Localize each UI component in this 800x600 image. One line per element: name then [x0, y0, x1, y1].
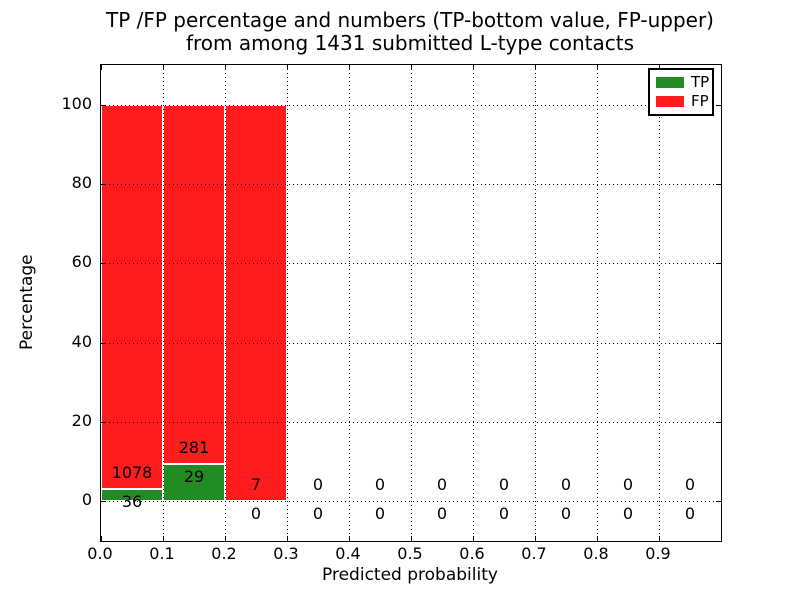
x-tick-label: 0.7	[521, 544, 547, 563]
fp-count-label: 0	[560, 475, 572, 495]
y-tick-mark-right	[716, 104, 721, 106]
x-tick-mark-bottom	[225, 536, 226, 541]
x-tick-mark-bottom	[597, 536, 598, 541]
x-tick-mark-bottom	[535, 536, 536, 541]
x-tick-mark-top	[659, 65, 660, 70]
chart-title: TP /FP percentage and numbers (TP-bottom…	[100, 9, 720, 55]
y-tick-mark-right	[716, 501, 721, 503]
gridline-vertical	[659, 65, 660, 541]
y-tick-mark-right	[716, 422, 721, 423]
y-tick-mark-left	[101, 263, 106, 265]
tp-swatch-icon	[656, 77, 684, 88]
x-tick-mark-top	[101, 65, 102, 70]
fp-count-label: 0	[436, 475, 448, 495]
plot-area: 1078 36 281 29 7 0 0 0 0 0 0 0 0 0 0 0 0 0 0 0	[100, 64, 722, 542]
tp-count-label: 29	[183, 467, 205, 487]
bar-fp-segment	[163, 104, 225, 465]
gridline-vertical	[535, 65, 536, 541]
x-tick-label: 0.0	[87, 544, 113, 563]
legend-entry-tp: TP	[656, 73, 712, 92]
tp-count-label: 0	[312, 504, 324, 524]
gridline-vertical	[287, 65, 288, 541]
x-tick-mark-bottom	[163, 536, 164, 541]
tp-count-label: 36	[121, 491, 143, 511]
tp-count-label: 0	[560, 504, 572, 524]
x-tick-label: 0.5	[397, 544, 423, 563]
tp-count-label: 0	[622, 504, 634, 524]
x-tick-mark-top	[597, 65, 598, 70]
gridline-vertical	[163, 65, 164, 541]
x-tick-label: 0.3	[273, 544, 299, 563]
y-tick-mark-right	[716, 342, 721, 344]
y-tick-mark-left	[101, 342, 106, 344]
y-tick-label: 0	[81, 490, 92, 510]
legend-label: FP	[691, 92, 709, 110]
fp-swatch-icon	[656, 96, 684, 107]
fp-count-label: 0	[312, 475, 324, 495]
legend: TP FP	[648, 68, 714, 116]
x-tick-mark-bottom	[101, 536, 102, 541]
tp-count-label: 0	[498, 504, 510, 524]
x-tick-label: 0.8	[583, 544, 609, 563]
chart-title-line1: TP /FP percentage and numbers (TP-bottom…	[106, 8, 714, 32]
tp-count-label: 0	[374, 504, 386, 524]
gridline-vertical	[473, 65, 474, 541]
x-tick-mark-top	[535, 65, 536, 70]
chart-title-line2: from among 1431 submitted L-type contact…	[185, 31, 635, 55]
tp-count-label: 0	[684, 504, 696, 524]
y-tick-mark-left	[101, 184, 106, 185]
y-tick-mark-right	[716, 184, 721, 185]
x-tick-mark-top	[411, 65, 412, 70]
x-tick-label: 0.6	[459, 544, 485, 563]
fp-count-label: 0	[374, 475, 386, 495]
y-tick-label: 80	[71, 173, 92, 192]
y-tick-label: 60	[71, 252, 92, 272]
gridline-vertical	[225, 65, 226, 541]
x-tick-mark-top	[473, 65, 474, 70]
y-tick-mark-right	[716, 263, 721, 265]
tp-count-label: 0	[250, 504, 262, 524]
x-tick-label: 0.2	[211, 544, 237, 563]
x-axis-label: Predicted probability	[322, 565, 498, 585]
bar-fp-segment	[225, 104, 287, 502]
tp-count-label: 0	[436, 504, 448, 524]
gridline-vertical	[411, 65, 412, 541]
y-tick-label: 100	[61, 93, 92, 113]
fp-count-label: 0	[622, 475, 634, 495]
x-tick-mark-bottom	[411, 536, 412, 541]
x-tick-mark-top	[287, 65, 288, 70]
bar-tp-segment	[163, 464, 225, 502]
fp-count-label: 1078	[111, 462, 153, 482]
x-tick-mark-bottom	[473, 536, 474, 541]
gridline-vertical	[349, 65, 350, 541]
y-tick-mark-left	[101, 501, 106, 503]
y-axis-label: Percentage	[17, 254, 37, 350]
x-tick-label: 0.9	[645, 544, 671, 563]
x-tick-mark-bottom	[287, 536, 288, 541]
fp-count-label: 281	[178, 438, 210, 458]
x-tick-mark-bottom	[349, 536, 350, 541]
y-tick-label: 40	[71, 331, 92, 351]
fp-count-label: 7	[250, 475, 262, 495]
y-tick-mark-left	[101, 104, 106, 106]
y-tick-label: 20	[71, 411, 92, 430]
bar-fp-segment	[101, 104, 163, 489]
legend-label: TP	[691, 73, 710, 91]
bar-tp-segment	[101, 488, 163, 502]
gridline-vertical	[597, 65, 598, 541]
x-tick-mark-top	[349, 65, 350, 70]
fp-count-label: 0	[684, 475, 696, 495]
fp-count-label: 0	[498, 475, 510, 495]
legend-entry-fp: FP	[656, 92, 712, 111]
x-tick-label: 0.1	[149, 544, 175, 563]
x-tick-mark-top	[225, 65, 226, 70]
x-tick-mark-top	[163, 65, 164, 70]
y-tick-mark-left	[101, 422, 106, 423]
x-tick-mark-bottom	[659, 536, 660, 541]
x-tick-label: 0.4	[335, 544, 361, 563]
